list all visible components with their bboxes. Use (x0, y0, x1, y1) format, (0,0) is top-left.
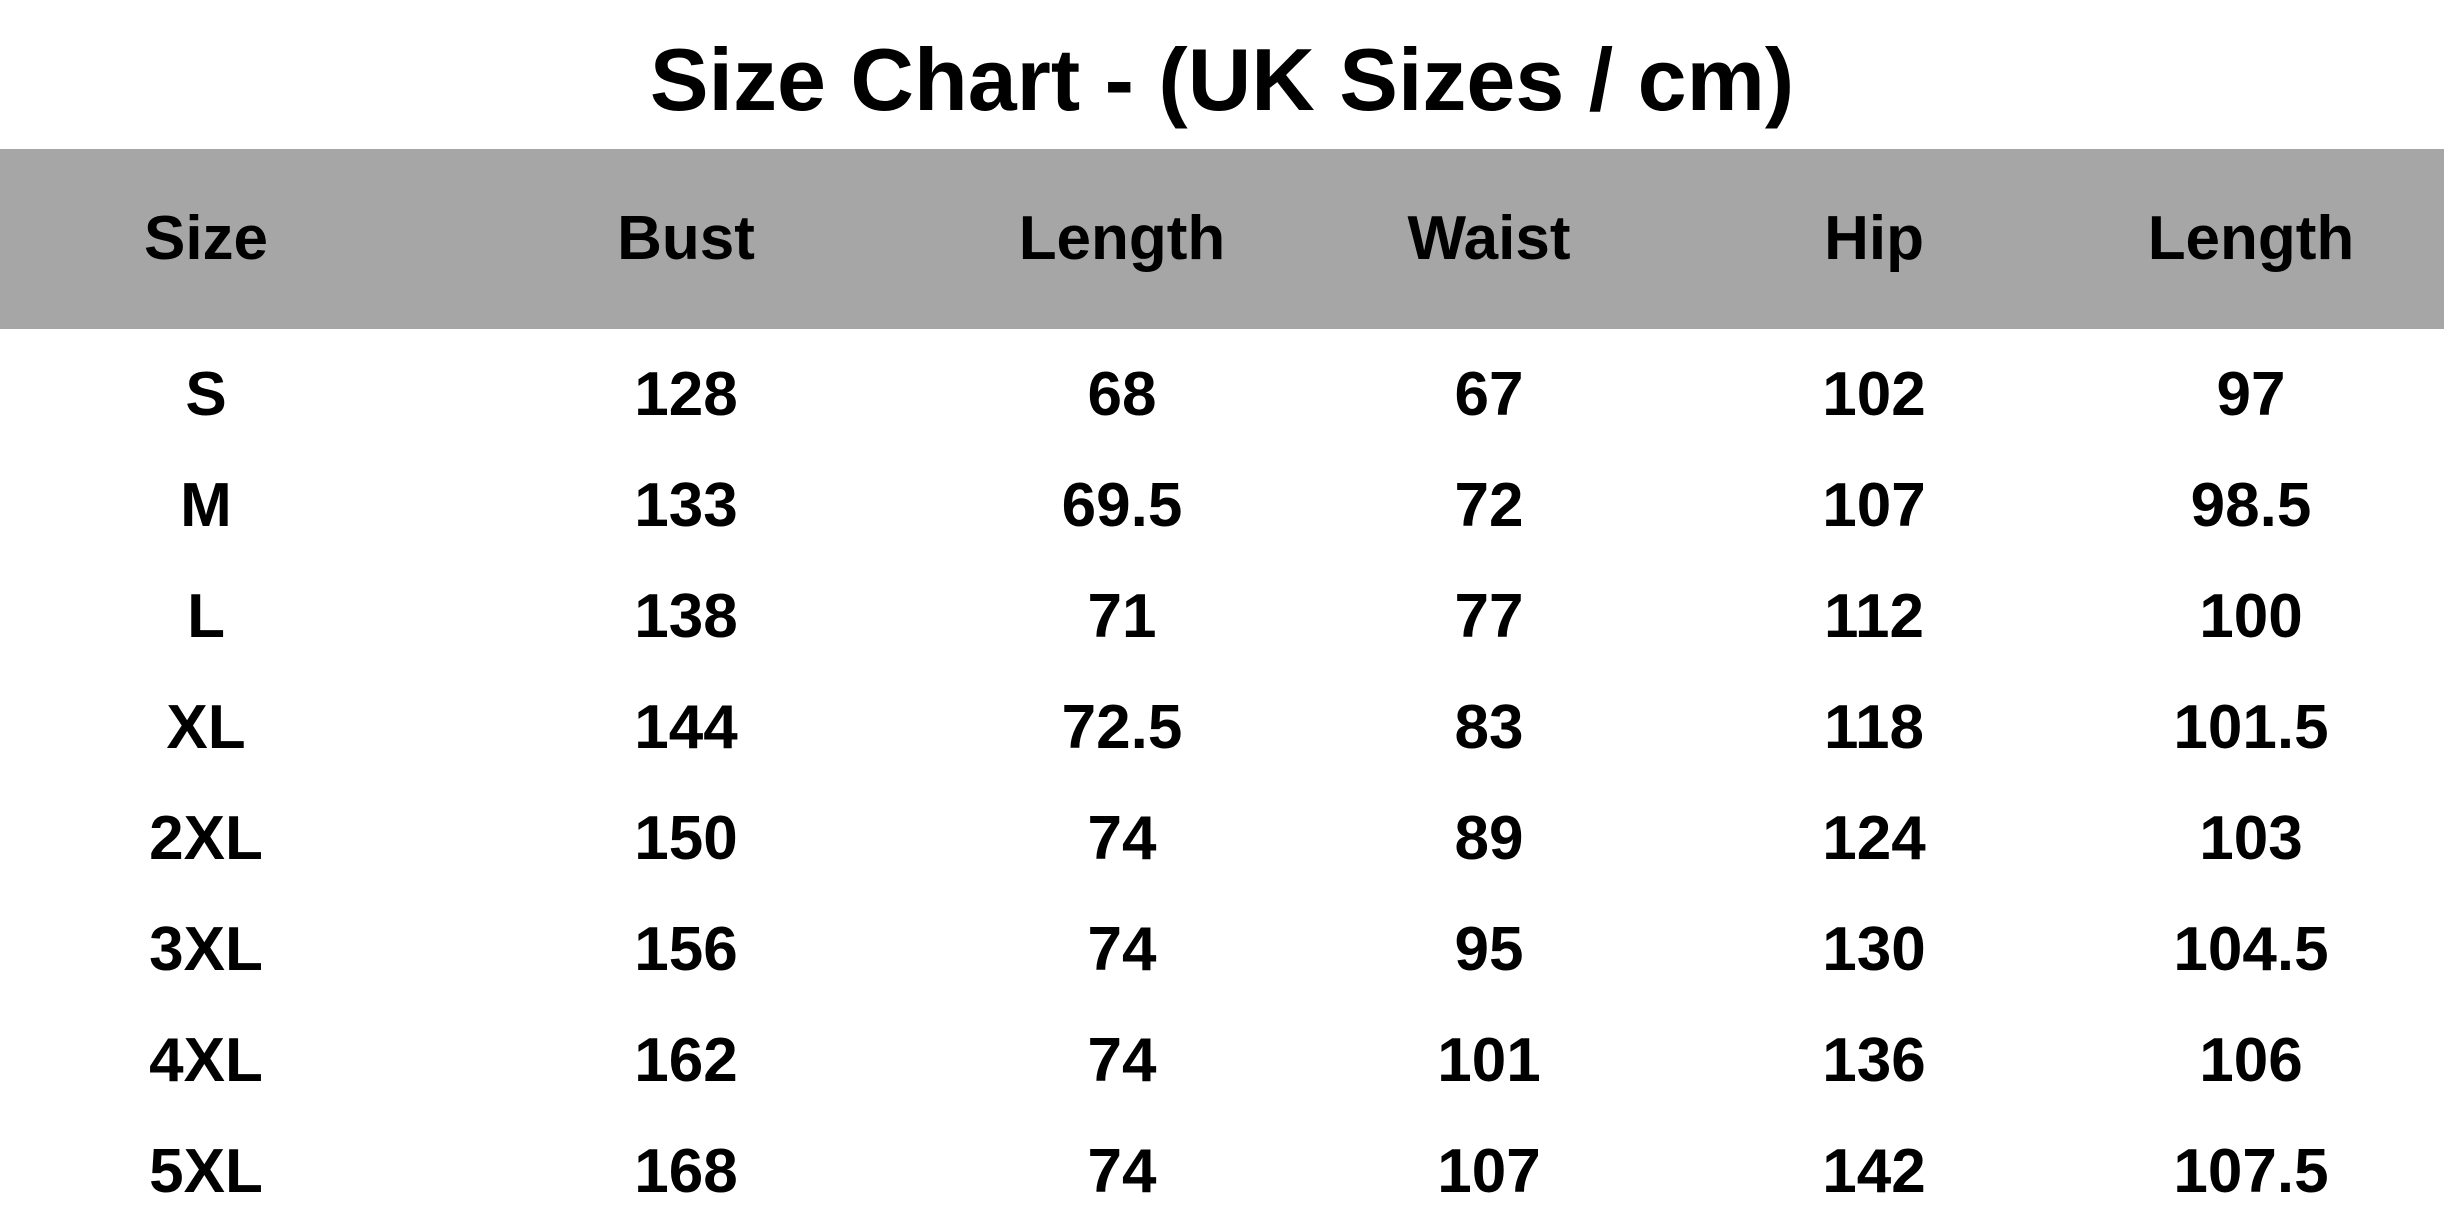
table-row: L 138 71 77 112 100 (0, 567, 2444, 667)
cell-length: 74 (1087, 915, 1157, 984)
cell-bust: 133 (634, 471, 738, 540)
cell-length-2: 100 (2199, 582, 2303, 651)
cell-hip: 124 (1822, 804, 1926, 873)
column-header-length-2: Length (2147, 204, 2355, 273)
cell-bust: 138 (634, 582, 738, 651)
cell-length: 71 (1087, 582, 1157, 651)
cell-waist: 72 (1454, 471, 1524, 540)
cell-hip: 130 (1822, 915, 1926, 984)
cell-waist: 83 (1454, 693, 1524, 762)
cell-bust: 128 (634, 360, 738, 429)
cell-bust: 162 (634, 1026, 738, 1095)
cell-length: 69.5 (1061, 471, 1183, 540)
cell-waist: 77 (1454, 582, 1524, 651)
cell-size: 5XL (149, 1137, 263, 1206)
cell-bust: 144 (634, 693, 738, 762)
table-row: M 133 69.5 72 107 98.5 (0, 456, 2444, 556)
column-header-waist: Waist (1407, 204, 1571, 273)
cell-length: 74 (1087, 1026, 1157, 1095)
cell-length-2: 103 (2199, 804, 2303, 873)
column-header-length: Length (1018, 204, 1226, 273)
page-title: Size Chart - (UK Sizes / cm) (649, 30, 1795, 129)
cell-length-2: 104.5 (2173, 915, 2329, 984)
cell-bust: 156 (634, 915, 738, 984)
table-row: 4XL 162 74 101 136 106 (0, 1011, 2444, 1111)
cell-length: 74 (1087, 804, 1157, 873)
table-row: 3XL 156 74 95 130 104.5 (0, 900, 2444, 1000)
cell-size: L (187, 582, 225, 651)
table-row: 2XL 150 74 89 124 103 (0, 789, 2444, 889)
cell-length: 72.5 (1061, 693, 1183, 762)
cell-hip: 112 (1823, 582, 1925, 651)
cell-length-2: 106 (2199, 1026, 2303, 1095)
cell-waist: 95 (1454, 915, 1524, 984)
cell-length: 74 (1087, 1137, 1157, 1206)
cell-size: M (180, 471, 232, 540)
cell-size: XL (166, 693, 246, 762)
cell-hip: 102 (1822, 360, 1926, 429)
column-header-bust: Bust (617, 204, 755, 273)
cell-waist: 89 (1454, 804, 1524, 873)
cell-waist: 107 (1437, 1137, 1541, 1206)
cell-length-2: 98.5 (2190, 471, 2312, 540)
cell-hip: 118 (1823, 693, 1925, 762)
column-header-size: Size (143, 204, 269, 273)
cell-hip: 107 (1822, 471, 1926, 540)
cell-bust: 168 (634, 1137, 738, 1206)
cell-length-2: 107.5 (2173, 1137, 2329, 1206)
cell-bust: 150 (634, 804, 738, 873)
cell-waist: 101 (1437, 1026, 1541, 1095)
cell-waist: 67 (1454, 360, 1524, 429)
table-row: 5XL 168 74 107 142 107.5 (0, 1122, 2444, 1222)
table-row: S 128 68 67 102 97 (0, 345, 2444, 445)
cell-size: 2XL (149, 804, 263, 873)
column-header-hip: Hip (1824, 204, 1924, 273)
cell-length: 68 (1087, 360, 1157, 429)
cell-size: 4XL (149, 1026, 263, 1095)
cell-hip: 136 (1822, 1026, 1926, 1095)
cell-size: S (185, 360, 227, 429)
table-header: Size Bust Length Waist Hip Length (0, 149, 2444, 329)
cell-hip: 142 (1822, 1137, 1926, 1206)
cell-length-2: 101.5 (2173, 693, 2329, 762)
cell-length-2: 97 (2216, 360, 2286, 429)
table-row: XL 144 72.5 83 118 101.5 (0, 678, 2444, 778)
cell-size: 3XL (149, 915, 263, 984)
